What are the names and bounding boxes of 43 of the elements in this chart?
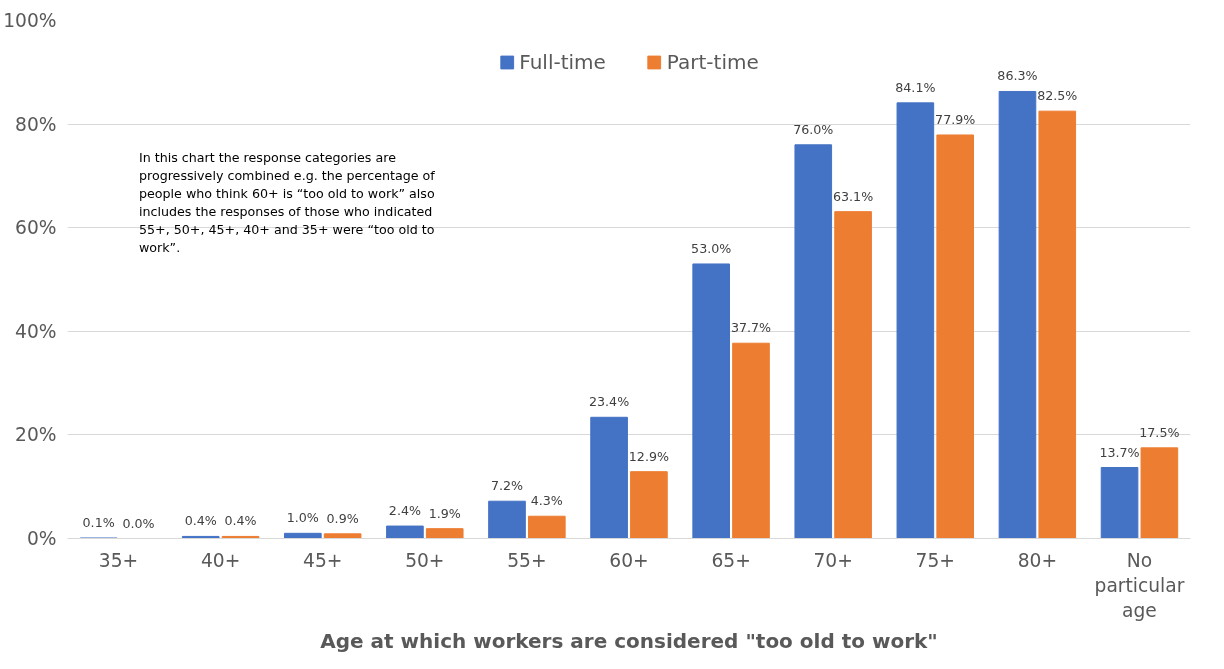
data-label: 0.1% <box>82 514 115 530</box>
data-label: 76.0% <box>793 121 834 137</box>
x-tick-label: 60+ <box>609 549 649 571</box>
data-label: 7.2% <box>490 478 524 494</box>
annotation: In this chart the response categories are progressively combined e.g. the percentage of people who think 60+ is “too old to work” also includes the responses of those who indicated 55+, 50+, 45+, 40+ and 35+ were “too old to work”. <box>138 150 436 255</box>
y-tick-label: 60% <box>15 217 57 239</box>
data-label: 0.4% <box>184 513 217 529</box>
data-label: 0.9% <box>326 510 359 526</box>
x-tick-label: 75+ <box>915 549 955 571</box>
data-label: 13.7% <box>1099 444 1140 460</box>
x-tick-label: 65+ <box>711 549 751 571</box>
data-label: 37.7% <box>730 320 772 336</box>
data-label: 77.9% <box>935 111 976 127</box>
y-tick-label: 40% <box>15 320 57 342</box>
x-tick-label: 80+ <box>1017 549 1058 571</box>
data-label: 1.0% <box>286 510 319 526</box>
x-tick-label: 35+ <box>98 549 139 571</box>
data-label: 17.5% <box>1139 424 1180 440</box>
legend-label: Full-time <box>519 50 606 74</box>
data-label: 84.1% <box>895 79 936 95</box>
data-label: 86.3% <box>997 68 1038 84</box>
x-tick-label: 50+ <box>405 549 445 571</box>
data-label: 0.0% <box>122 515 155 531</box>
data-label: 63.1% <box>832 188 874 204</box>
x-tick-label: 40+ <box>200 549 241 571</box>
y-tick-label: 20% <box>15 424 57 446</box>
data-label: 12.9% <box>628 448 670 464</box>
data-label: 1.9% <box>428 505 461 521</box>
x-axis-title: Age at which workers are considered "too old to work" <box>320 628 938 653</box>
x-tick-label: No particular age <box>1094 549 1185 621</box>
x-tick-label: 55+ <box>507 549 547 571</box>
y-tick-label: 0% <box>26 528 57 549</box>
data-label: 53.0% <box>691 240 732 256</box>
data-label: 2.4% <box>388 503 421 519</box>
data-label: 0.4% <box>224 513 257 529</box>
y-tick-label: 80% <box>15 113 57 135</box>
data-label: 4.3% <box>530 493 563 509</box>
data-label: 23.4% <box>588 394 630 410</box>
data-label: 82.5% <box>1037 88 1078 104</box>
x-tick-label: 45+ <box>303 549 343 571</box>
legend-label: Part-time <box>666 50 759 74</box>
x-tick-label: 70+ <box>813 549 853 571</box>
y-tick-label: 100% <box>3 10 57 31</box>
